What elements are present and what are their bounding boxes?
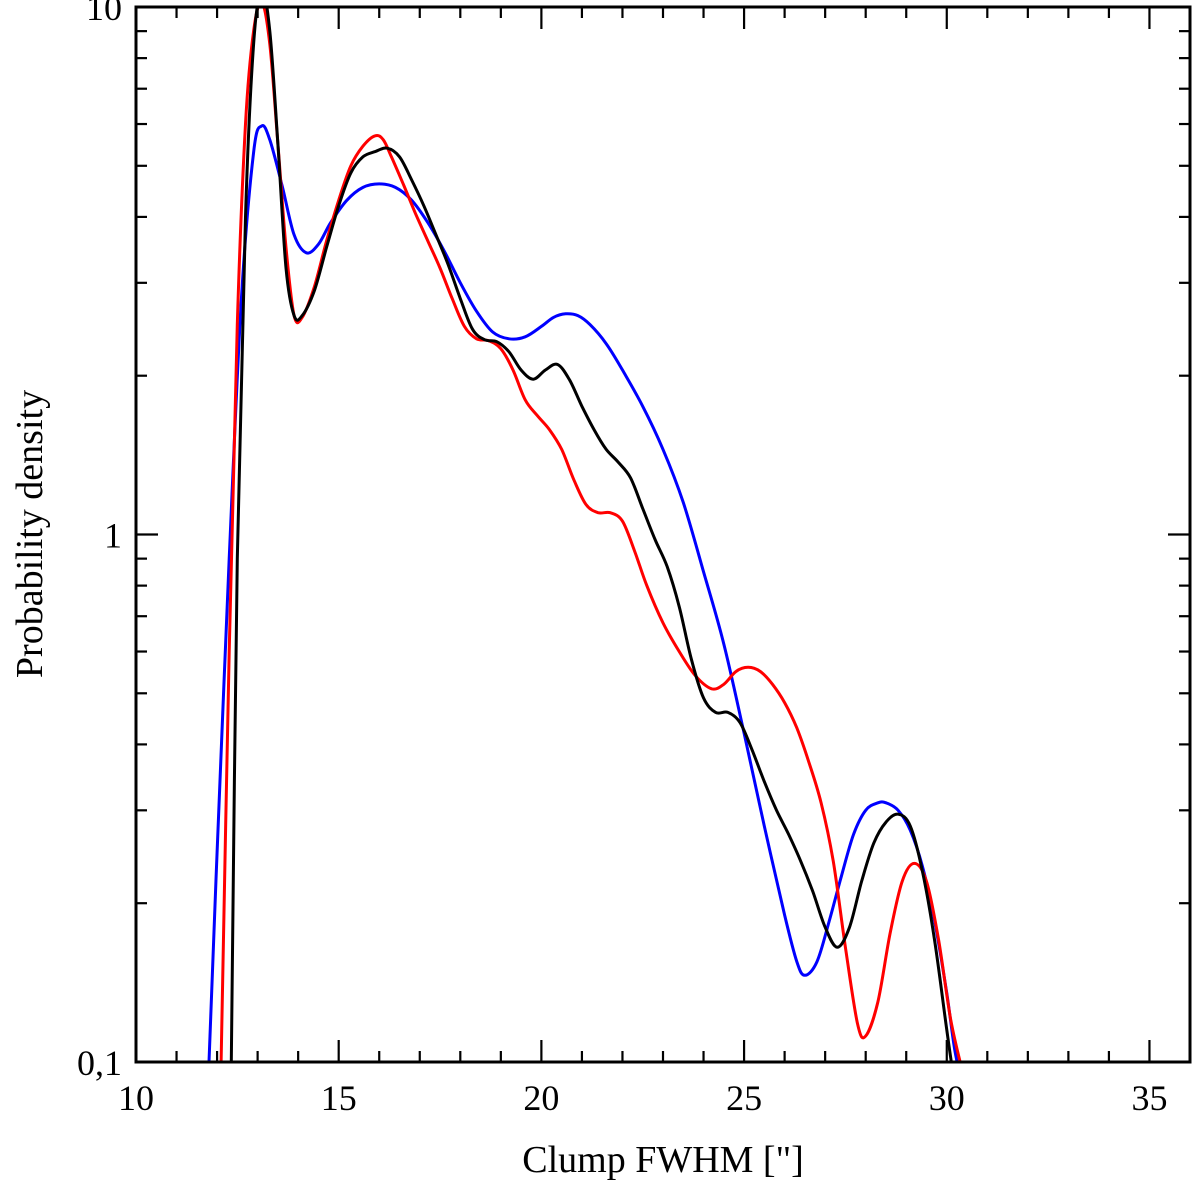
- y-axis-label: Probability density: [9, 390, 51, 678]
- series-line-blue: [207, 123, 959, 1062]
- plot-frame: [134, 5, 1192, 1064]
- y-tick-label: 10: [86, 0, 122, 28]
- x-tick-label: 35: [1131, 1078, 1167, 1118]
- plot-series-group: [207, 7, 962, 1062]
- y-tick-label: 0,1: [77, 1043, 122, 1083]
- series-line-black: [229, 7, 953, 1062]
- x-tick-label: 30: [929, 1078, 965, 1118]
- x-tick-label: 15: [321, 1078, 357, 1118]
- x-axis-label: Clump FWHM ["]: [522, 1139, 804, 1181]
- x-tick-label: 10: [118, 1078, 154, 1118]
- x-axis-ticks: 10 15 20 25 30 35: [118, 7, 1192, 1118]
- x-tick-label: 20: [523, 1078, 559, 1118]
- series-line-red: [219, 7, 962, 1062]
- y-tick-label: 1: [104, 516, 122, 556]
- x-tick-label: 25: [726, 1078, 762, 1118]
